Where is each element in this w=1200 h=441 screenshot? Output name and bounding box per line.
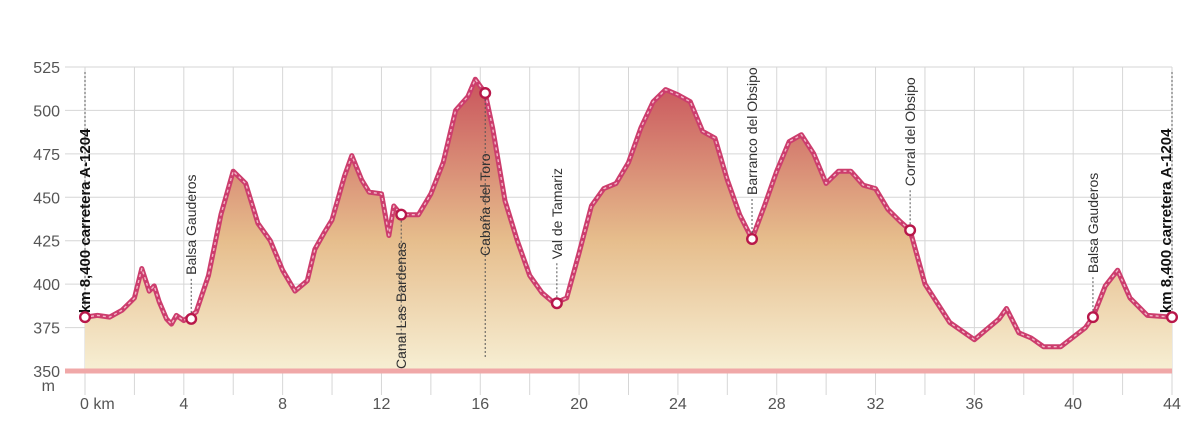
waypoint-label: km 8,400 carretera A-1204: [77, 128, 94, 313]
y-tick-label: 425: [33, 234, 60, 251]
waypoint-marker: [904, 224, 917, 237]
elevation-area: [65, 76, 1173, 374]
waypoint: km 8,400 carretera A-1204: [1158, 72, 1178, 324]
y-tick-label: 500: [33, 103, 60, 120]
x-tick-label: 16: [471, 396, 489, 413]
waypoint-marker: [1086, 311, 1099, 324]
y-tick-label: 475: [33, 147, 60, 164]
waypoint-label: Barranco del Obsipo: [744, 67, 760, 195]
x-tick-label: 0 km: [80, 396, 115, 413]
x-tick-label: 20: [570, 396, 588, 413]
waypoint-label: Balsa Gauderos: [1085, 173, 1101, 273]
waypoint-label: Canal Las Bardenas: [393, 242, 409, 369]
waypoint-label: Corral del Obsipo: [902, 77, 918, 186]
x-tick-label: 4: [179, 396, 188, 413]
y-tick-label: 350: [33, 364, 60, 381]
y-tick-label: 450: [33, 190, 60, 207]
waypoint: Cabaña del Toro: [477, 87, 493, 358]
waypoint: Balsa Gauderos: [183, 174, 199, 325]
waypoint: Val de Tamariz: [549, 168, 565, 310]
waypoint: Balsa Gauderos: [1085, 173, 1101, 324]
x-tick-label: 8: [278, 396, 287, 413]
waypoint: km 8,400 carretera A-1204: [77, 72, 94, 324]
waypoint-label: Cabaña del Toro: [477, 153, 493, 256]
y-tick-label: 525: [33, 60, 60, 77]
waypoint-marker: [395, 208, 408, 221]
x-tick-label: 32: [867, 396, 885, 413]
waypoint-marker: [78, 311, 91, 324]
y-unit-label: m: [42, 378, 55, 395]
x-tick-label: 40: [1064, 396, 1082, 413]
waypoint-label: Balsa Gauderos: [183, 174, 199, 274]
waypoints: km 8,400 carretera A-1204 Balsa Gauderos C…: [77, 67, 1178, 369]
x-tick-label: 44: [1163, 396, 1181, 413]
waypoint-label: km 8,400 carretera A-1204: [1158, 128, 1175, 313]
waypoint: Barranco del Obsipo: [744, 67, 760, 245]
y-tick-label: 400: [33, 277, 60, 294]
waypoint-marker: [746, 232, 759, 245]
elevation-area-fill: [85, 79, 1172, 371]
waypoint-marker: [479, 87, 492, 100]
waypoint-label: Val de Tamariz: [549, 168, 565, 259]
waypoint: Corral del Obsipo: [902, 77, 918, 237]
waypoint-marker: [550, 297, 563, 310]
waypoint: Canal Las Bardenas: [393, 208, 409, 369]
axes: m 525 500 475 450 425 400 375 350 0 km 4 8 12 16 20 24…: [33, 60, 1181, 413]
x-tick-label: 36: [965, 396, 983, 413]
y-tick-label: 375: [33, 321, 60, 338]
waypoint-marker: [1165, 311, 1178, 324]
waypoint-marker: [185, 312, 198, 325]
x-tick-label: 24: [669, 396, 687, 413]
x-tick-label: 28: [768, 396, 786, 413]
x-tick-label: 12: [373, 396, 391, 413]
